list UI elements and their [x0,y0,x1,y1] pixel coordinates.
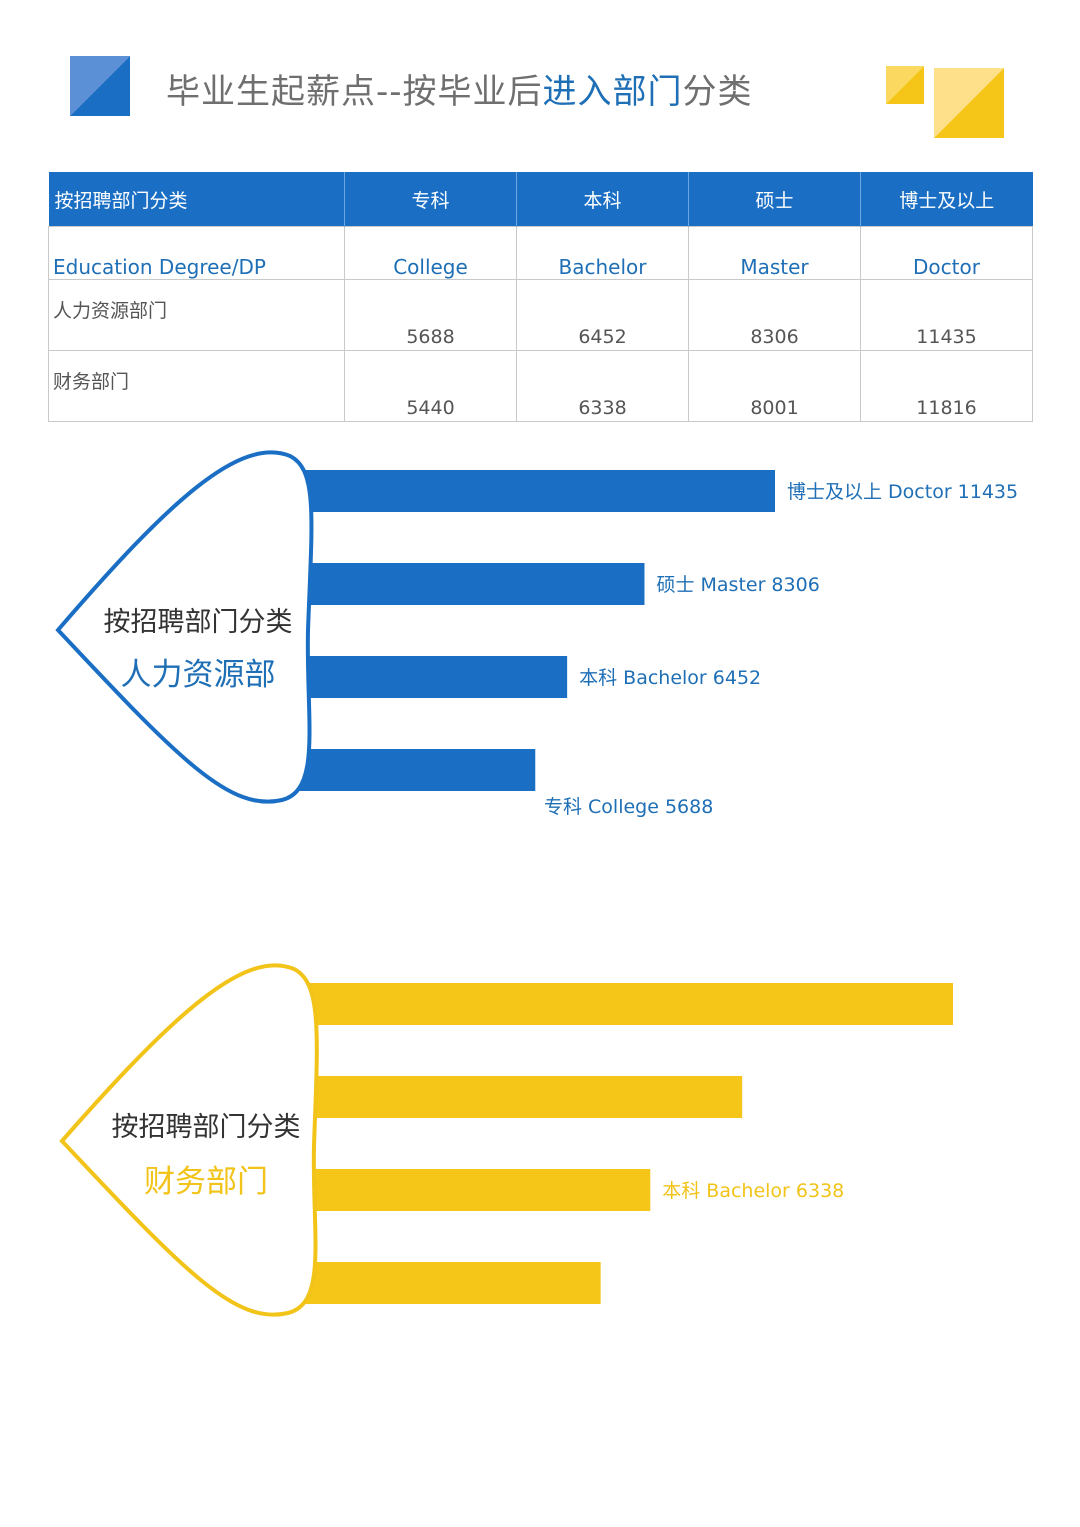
table-cell: 5440 [344,350,517,422]
bar-data-label: 本科 Bachelor 6338 [662,1180,844,1202]
table-cell: 8001 [688,350,861,422]
title-suffix: 分类 [682,72,753,112]
table-cell: 11816 [860,350,1033,422]
blue-square-decoration [70,56,130,116]
table-subheader-cell: College [344,226,517,280]
bar-2 [300,1076,743,1118]
chart-center-subtitle: 人力资源部 [121,657,276,693]
table-row: 财务部门 5440 6338 8001 11816 [48,350,1033,422]
title-prefix: 毕业生起薪点--按毕业后 [166,72,543,112]
bar-3 [300,1169,651,1211]
table-cell: 5688 [344,279,517,351]
table-header-cell: 硕士 [688,172,861,227]
table-subheader-cell: Education Degree/DP [48,226,345,280]
table-header-cell: 本科 [516,172,689,227]
chart-center-subtitle: 财务部门 [144,1164,268,1200]
bar-data-label: 博士及以上 Doctor 11435 [787,481,1018,503]
row-label: 财务部门 [48,350,345,422]
bar-2 [298,563,645,605]
table-cell: 8306 [688,279,861,351]
bar-data-label: 硕士 Master 8306 [656,574,819,596]
chart-center-title: 按招聘部门分类 [104,607,293,638]
bar-data-label: 本科 Bachelor 6452 [579,667,761,689]
bar-4 [298,749,536,791]
salary-table: 按招聘部门分类 专科 本科 硕士 博士及以上 Education Degree/… [48,172,1033,422]
table-subheader-cell: Master [688,226,861,280]
bar-1 [300,983,953,1025]
table-cell: 11435 [860,279,1033,351]
bar-3 [298,656,568,698]
title-highlight: 进入部门 [542,72,683,112]
yellow-squares-decoration [886,66,1004,138]
hr-salary-chart: 按招聘部门分类 人力资源部 博士及以上 Doctor 11435 硕士 Maste… [55,450,1018,818]
table-cell: 6452 [516,279,689,351]
table-header-cell: 博士及以上 [860,172,1033,227]
finance-salary-chart: 按招聘部门分类 财务部门 本科 Bachelor 6338 [59,963,953,1317]
table-subheader-row: Education Degree/DP College Bachelor Mas… [48,226,1033,280]
table-subheader-cell: Bachelor [516,226,689,280]
table-header-cell: 按招聘部门分类 [48,172,345,227]
table-subheader-cell: Doctor [860,226,1033,280]
chart-center-title: 按招聘部门分类 [112,1112,301,1143]
table-header-row: 按招聘部门分类 专科 本科 硕士 博士及以上 [48,172,1033,227]
bar-4 [300,1262,601,1304]
row-label: 人力资源部门 [48,279,345,351]
table-row: 人力资源部门 5688 6452 8306 11435 [48,279,1033,351]
page-title: 毕业生起薪点--按毕业后进入部门分类 [166,64,753,120]
bar-1 [298,470,775,512]
chart-arrow-outline [59,963,319,1317]
table-cell: 6338 [516,350,689,422]
table-header-cell: 专科 [344,172,517,227]
chart-arrow-outline [55,450,314,804]
bar-data-label: 专科 College 5688 [544,796,713,818]
